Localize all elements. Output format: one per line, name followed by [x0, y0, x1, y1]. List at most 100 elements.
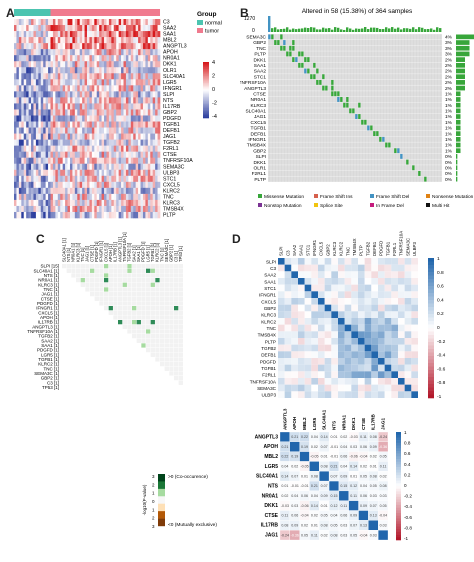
heatmap-cell: [55, 115, 59, 122]
heatmap-cell: [21, 97, 25, 104]
heatmap-cell: [82, 151, 85, 158]
heatmap-cell: [133, 157, 136, 165]
cooc-cell: [113, 282, 118, 287]
heatmap-cell: [52, 31, 56, 38]
corr-cell: [298, 258, 305, 265]
heatmap-cell: [87, 79, 90, 86]
heatmap-cell: [106, 181, 110, 189]
heatmap-cell: [23, 127, 27, 134]
heatmap-cell: [69, 199, 73, 207]
heatmap-cell: [87, 187, 90, 195]
heatmap-cell: [113, 91, 117, 98]
corr-colorbar-tick: -0.2: [437, 339, 446, 345]
heatmap-cell: [35, 133, 39, 140]
heatmap-cell: [142, 115, 146, 122]
heatmap-cell: [155, 175, 158, 183]
heatmap-cell: [135, 85, 139, 92]
corr-cell: [318, 378, 325, 385]
heatmap-cell: [45, 109, 49, 116]
sample-bar: [313, 27, 316, 32]
heatmap-cell: [118, 19, 122, 26]
heatmap-cell: [40, 151, 44, 158]
corr-colorbar-tick: 0.6: [437, 284, 444, 290]
heatmap-cell: [62, 127, 66, 134]
heatmap-cell: [96, 43, 100, 50]
corr-cell: [364, 298, 372, 305]
heatmap-cell: [57, 49, 61, 56]
heatmap-cell: [77, 139, 80, 146]
heatmap-cell: [31, 133, 34, 140]
heatmap-cell: [35, 169, 39, 177]
gene-label: DKK1: [163, 62, 177, 68]
heatmap-cell: [116, 139, 119, 146]
mutation-cell: [367, 125, 370, 131]
heatmap-cell: [72, 67, 76, 74]
heatmap-cell: [57, 169, 61, 177]
row-gene-label: GBP2: [264, 306, 277, 311]
corr-value: 0.05: [360, 474, 367, 478]
corr-cell: [411, 318, 418, 325]
heatmap-cell: [130, 205, 134, 213]
heatmap-cell: [82, 145, 85, 152]
cooc-cell: [108, 287, 113, 292]
heatmap-cell: [16, 103, 20, 110]
heatmap-cell: [133, 85, 136, 92]
heatmap-cell: [45, 127, 49, 134]
cooc-cell: [178, 371, 183, 376]
cooc-cell: [104, 296, 109, 301]
corr-value: 0.06: [340, 514, 347, 518]
corr-cell: [358, 324, 365, 332]
corr-cell: [351, 304, 358, 312]
corr-colorbar-step: [396, 459, 401, 462]
heatmap-cell: [138, 67, 141, 74]
heatmap-cell: [113, 133, 117, 140]
heatmap-cell: [121, 157, 124, 165]
heatmap-cell: [91, 37, 95, 44]
mutation-cell: [373, 131, 376, 137]
heatmap-cell: [135, 61, 139, 68]
heatmap-cell: [52, 43, 56, 50]
heatmap-cell: [55, 181, 59, 189]
heatmap-cell: [14, 103, 17, 110]
corr-cell: [378, 271, 385, 278]
heatmap-cell: [89, 127, 93, 134]
heatmap-cell: [28, 37, 32, 44]
cooc-cell: [169, 366, 174, 371]
corr-cell: [304, 278, 312, 285]
heatmap-cell: [43, 109, 46, 116]
cooc-cell: [132, 273, 137, 278]
heatmap-cell: [52, 19, 56, 26]
cooc-cell: [150, 306, 155, 311]
heatmap-cell: [16, 151, 20, 158]
heatmap-cell: [130, 79, 134, 86]
corr-cell: [384, 258, 392, 265]
heatmap-cell: [125, 169, 129, 177]
heatmap-cell: [84, 85, 88, 92]
heatmap-cell: [33, 67, 37, 74]
heatmap-cell: [82, 169, 85, 177]
heatmap-cell: [106, 43, 110, 50]
row-gene-label: SLPI [15]: [40, 264, 59, 269]
heatmap-cell: [111, 49, 115, 56]
cooc-cell: [136, 273, 141, 278]
heatmap-cell: [57, 61, 61, 68]
heatmap-cell: [57, 121, 61, 128]
heatmap-cell: [96, 91, 100, 98]
heatmap-cell: [125, 211, 129, 219]
heatmap-cell: [52, 175, 56, 183]
corr-value: 0.22: [281, 455, 288, 459]
heatmap-cell: [65, 25, 68, 32]
corr-cell: [338, 284, 345, 292]
heatmap-cell: [60, 109, 63, 116]
corr-cell: [404, 344, 412, 352]
gene-label: JAG1: [254, 114, 266, 120]
heatmap-cell: [62, 115, 66, 122]
heatmap-cell: [118, 169, 122, 177]
cooc-cell: [108, 273, 113, 278]
mutation-cell: [343, 102, 346, 108]
corr-cell: [344, 338, 352, 345]
heatmap-cell: [62, 157, 66, 165]
corr-cell: [311, 391, 318, 398]
col-gene-label: SLC40A1 [1]: [61, 238, 66, 262]
heatmap-cell: [60, 61, 63, 68]
